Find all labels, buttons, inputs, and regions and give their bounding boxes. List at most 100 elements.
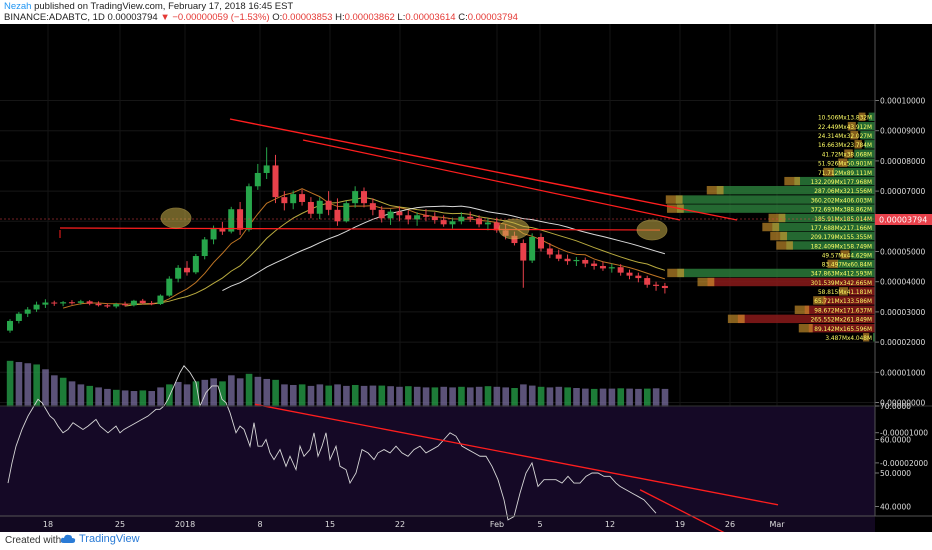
candle-body — [77, 301, 84, 303]
volume-profile-bar — [808, 324, 875, 333]
volume-profile-cap — [776, 241, 793, 250]
volume-profile-cap — [813, 296, 826, 305]
candle-body — [237, 209, 244, 230]
volume-bar — [573, 388, 580, 423]
volume-profile-label: 132.209Mx177.968M — [811, 180, 872, 186]
volume-bar — [86, 385, 94, 423]
volume-profile-label: 10.506Mx13.832M — [818, 116, 872, 122]
volume-bar — [316, 384, 324, 423]
chart-area[interactable]: 10.506Mx13.832M 22.449Mx43.912M 24.314Mx32… — [0, 24, 932, 550]
volume-profile-label: 71.712Mx89.111M — [818, 171, 872, 177]
volume-bar — [484, 386, 492, 423]
candle-body — [555, 254, 562, 259]
time-tick-label: 15 — [325, 520, 335, 529]
volume-bar — [228, 375, 235, 423]
support-highlight-ellipse — [636, 219, 668, 241]
price-change: −0.00000059 (−1.53%) — [172, 12, 270, 23]
volume-profile-label: 360.202Mx406.003M — [811, 198, 872, 204]
volume-profile-bar — [860, 131, 875, 140]
volume-bar — [351, 384, 359, 423]
time-tick-label: 12 — [605, 520, 615, 529]
volume-bar — [42, 369, 49, 423]
author-link[interactable]: Nezah — [4, 1, 32, 12]
open-value: 0.00003853 — [282, 12, 333, 23]
candle-body — [608, 267, 615, 269]
candlestick-chart[interactable]: 10.506Mx13.832M 22.449Mx43.912M 24.314Mx32… — [0, 24, 932, 550]
high-value: 0.00003862 — [344, 12, 395, 23]
candle-body — [626, 272, 633, 276]
candle-body — [343, 203, 350, 222]
candle-body — [86, 301, 93, 304]
volume-profile-bar — [804, 305, 875, 314]
price-tick-label: 0.00010000 — [880, 97, 926, 106]
volume-bar — [360, 385, 368, 423]
candle-body — [104, 305, 111, 307]
volume-profile-bar — [677, 268, 875, 278]
volume-profile-label: 287.06Mx321.556M — [814, 189, 872, 195]
price-tick-label: -0.00002000 — [880, 459, 928, 468]
chart-header: Nezah published on TradingView.com, Febr… — [0, 0, 932, 24]
volume-profile-cap — [838, 158, 848, 167]
volume-bar — [396, 386, 403, 423]
candle-body — [387, 211, 394, 219]
volume-bar — [369, 385, 377, 423]
volume-profile-bar — [850, 250, 875, 259]
candle-body — [591, 263, 598, 266]
candle-body — [228, 209, 235, 232]
volume-bar — [166, 384, 173, 423]
open-label: O: — [272, 12, 283, 23]
price-tick-label: 0.00005000 — [880, 248, 926, 257]
time-tick-label: 18 — [43, 520, 53, 529]
moving-average-line — [124, 196, 666, 307]
volume-bar — [281, 384, 288, 423]
price-tick-label: 0.00007000 — [880, 187, 926, 196]
candle-body — [538, 237, 544, 249]
created-with-text: Created with — [5, 535, 62, 546]
volume-bar — [236, 378, 244, 423]
candle-body — [325, 200, 332, 210]
candle-body — [653, 284, 660, 286]
volume-profile-bar — [849, 287, 875, 296]
volume-profile-label: 22.449Mx43.912M — [818, 125, 872, 131]
time-tick-label: 2018 — [175, 520, 195, 529]
volume-profile-cap — [697, 277, 715, 287]
current-price-tag — [875, 214, 932, 225]
volume-profile-bar — [864, 140, 875, 149]
volume-bar — [520, 384, 527, 423]
volume-bar — [307, 385, 315, 423]
candle-body — [476, 218, 483, 225]
volume-profile-bar — [737, 314, 875, 324]
candle-body — [529, 237, 536, 261]
candle-body — [405, 215, 412, 220]
candle-body — [431, 216, 438, 221]
volume-profile-cap — [863, 333, 870, 342]
volume-profile-cap — [840, 250, 850, 259]
candle-body — [617, 267, 624, 273]
price-tick-label: -0.00001000 — [880, 429, 928, 438]
candle-body — [422, 215, 429, 217]
volume-bar — [422, 387, 430, 423]
candle-body — [210, 227, 217, 240]
volume-profile-bar — [833, 167, 875, 177]
price-tick-label: 0.00003000 — [880, 308, 926, 317]
volume-bar — [219, 381, 226, 423]
candle-body — [51, 302, 58, 304]
tradingview-logo[interactable]: TradingView — [60, 533, 140, 545]
candle-body — [7, 320, 13, 331]
volume-profile-cap — [666, 204, 684, 213]
candle-body — [467, 216, 474, 219]
volume-bar — [405, 386, 412, 423]
candle-body — [113, 304, 120, 307]
candle-body — [15, 313, 22, 321]
symbol-label: BINANCE:ADABTC, 1D — [4, 12, 105, 23]
volume-bar — [59, 377, 67, 423]
candle-body — [272, 165, 279, 198]
volume-profile-label: 58.815Mx41.181M — [818, 290, 872, 296]
rsi-panel — [0, 365, 875, 550]
price-tick-label: 0.00008000 — [880, 157, 926, 166]
volume-profile-cap — [847, 121, 856, 131]
volume-profile-cap — [827, 259, 838, 269]
volume-profile-cap — [794, 305, 810, 314]
candle-body — [24, 309, 31, 314]
volume-profile-label: 185.91Mx185.014M — [814, 217, 872, 223]
